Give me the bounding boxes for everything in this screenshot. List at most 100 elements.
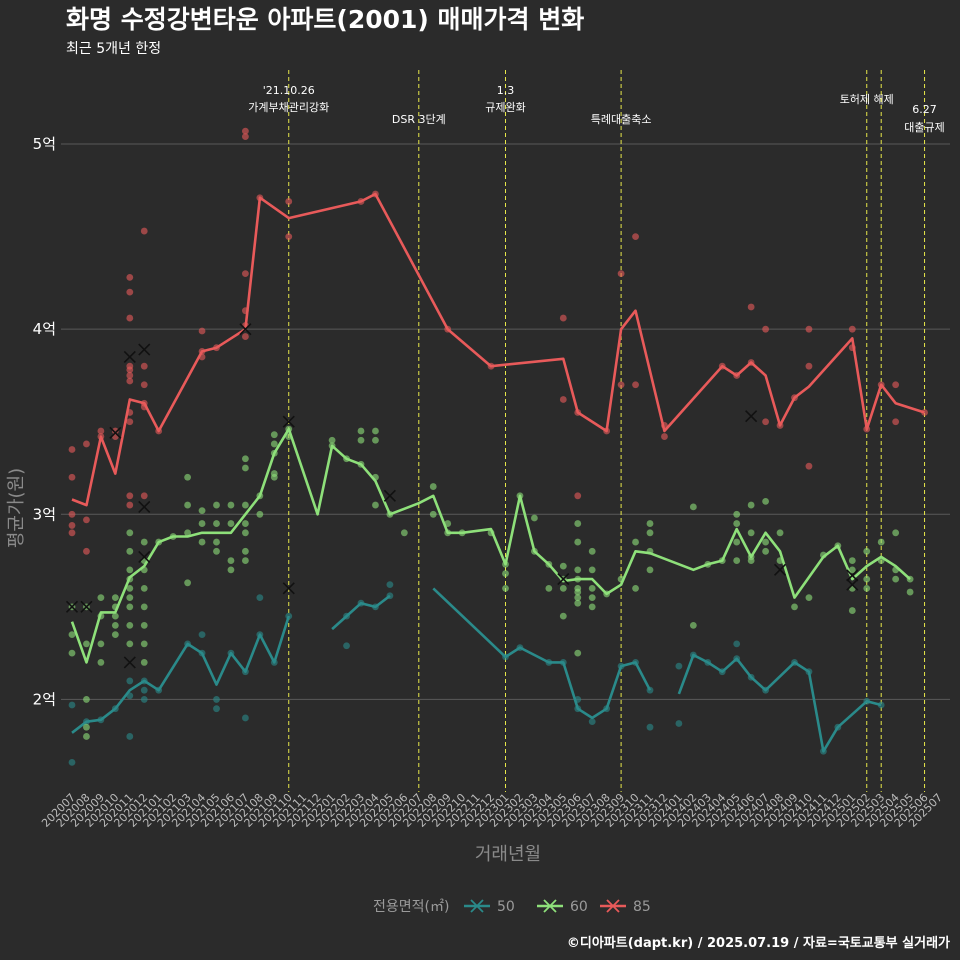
data-point [574, 599, 582, 607]
data-point [126, 492, 134, 500]
data-point [328, 436, 336, 444]
data-point [68, 473, 76, 481]
source-caption: ©디아파트(dapt.kr) / 2025.07.19 / 자료=국토교통부 실… [567, 935, 950, 951]
data-point [242, 529, 249, 537]
data-point [242, 127, 249, 135]
event-label: '21.10.26 [263, 84, 315, 97]
data-point [126, 372, 134, 379]
data-point [126, 677, 134, 685]
cross-mark [109, 426, 122, 439]
data-point [559, 314, 567, 322]
data-point [747, 529, 755, 537]
data-point [242, 455, 249, 463]
data-point [646, 529, 654, 537]
data-point [126, 640, 134, 648]
data-point [892, 381, 900, 389]
event-label: 가계부채관리강화 [248, 101, 329, 114]
data-point [646, 520, 654, 527]
data-point [126, 566, 134, 574]
data-point [68, 446, 76, 453]
data-point [184, 473, 192, 481]
data-point [126, 377, 134, 385]
event-label: DSR 3단계 [392, 113, 446, 126]
data-point [140, 621, 148, 629]
series-85 [68, 127, 928, 555]
data-point [588, 566, 596, 574]
data-point [747, 303, 755, 311]
data-point [198, 538, 206, 546]
data-point [126, 603, 134, 611]
cross-mark [773, 563, 787, 576]
data-point [791, 603, 798, 611]
data-point [357, 427, 365, 435]
x-axis-ticks: 2020072020082020092020102020112020122021… [39, 791, 945, 830]
data-point [140, 227, 148, 235]
data-point [97, 640, 105, 648]
data-point [126, 733, 134, 740]
data-point [256, 510, 264, 518]
data-point [588, 584, 596, 592]
data-point [285, 233, 293, 241]
chart-subtitle: 최근 5개년 한정 [66, 41, 161, 57]
legend-key-cross [606, 899, 620, 913]
data-point [762, 325, 769, 333]
data-point [242, 547, 249, 555]
data-point [184, 501, 192, 509]
cross-mark [123, 350, 136, 364]
series-line [677, 653, 882, 753]
data-point [213, 696, 220, 703]
data-point [97, 659, 105, 666]
cross-mark [383, 489, 396, 502]
data-point [617, 381, 625, 389]
data-point [140, 538, 148, 546]
series-line [70, 427, 911, 664]
series-line [331, 594, 391, 631]
data-point [545, 584, 553, 592]
data-point [357, 436, 365, 444]
data-point [372, 501, 379, 509]
data-point [213, 705, 220, 713]
y-tick-label: 3억 [33, 505, 56, 523]
data-point [632, 381, 639, 389]
data-point [83, 696, 90, 703]
cross-mark [138, 343, 151, 356]
data-point [559, 396, 567, 403]
data-point [126, 366, 134, 374]
data-point [126, 314, 134, 322]
data-point [574, 520, 582, 527]
data-point [242, 464, 249, 472]
data-point [213, 538, 220, 546]
chart-title: 화명 수정강변타운 아파트(2001) 매매가격 변화 [66, 5, 584, 34]
cross-mark [138, 500, 151, 513]
data-point [646, 723, 654, 731]
data-point [733, 557, 741, 564]
data-point [126, 418, 134, 426]
data-point [747, 501, 755, 509]
data-point [140, 640, 148, 648]
series-line [71, 192, 925, 507]
data-point [574, 538, 582, 546]
data-point [126, 547, 134, 555]
data-point [531, 514, 538, 522]
data-point [68, 529, 76, 537]
data-point [213, 547, 220, 555]
y-axis-ticks: 2억 3억 4억 5억 [33, 135, 56, 708]
data-point [574, 588, 582, 596]
legend-title: 전용면적(㎡) [373, 899, 449, 915]
cross-mark [80, 600, 93, 613]
data-point [805, 362, 813, 370]
data-point [675, 720, 683, 727]
data-point [83, 640, 90, 648]
x-axis-title: 거래년월 [475, 844, 541, 865]
data-point [848, 607, 856, 614]
data-point [372, 427, 379, 435]
data-point [68, 701, 76, 709]
data-point [776, 529, 784, 537]
data-point [762, 538, 769, 546]
data-point [68, 758, 76, 766]
data-point [863, 575, 871, 583]
event-label: 대출규제 [904, 121, 944, 134]
data-point [733, 510, 741, 518]
data-point [270, 440, 278, 448]
